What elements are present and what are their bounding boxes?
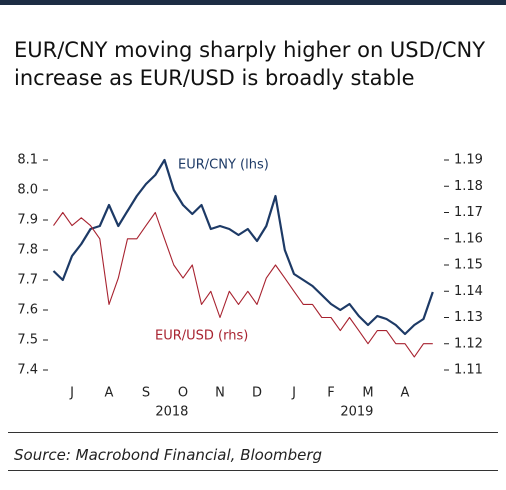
y-tick-label: 7.4 [17, 363, 38, 378]
y2-tick-label: 1.19 [454, 153, 483, 168]
y-tick-label: 7.5 [17, 333, 38, 348]
y2-tick-label: 1.18 [454, 179, 483, 194]
series-line [52, 158, 434, 336]
separator [8, 432, 498, 433]
y2-tick-label: 1.15 [454, 258, 483, 273]
x-tick-label: N [215, 386, 225, 401]
y-tick-label: 7.8 [17, 243, 38, 258]
x-tick-label: A [401, 386, 410, 401]
year-label: 2018 [155, 405, 188, 420]
y2-tick-label: 1.17 [454, 205, 483, 220]
y-tick-label: 7.7 [17, 273, 38, 288]
y-tick-label: 8.0 [17, 183, 38, 198]
y-tick-label: 7.9 [17, 213, 38, 228]
x-tick-label: J [291, 386, 296, 401]
x-tick-label: F [327, 386, 334, 401]
source: Source: Macrobond Financial, Bloomberg [14, 446, 323, 464]
y2-tick-label: 1.13 [454, 310, 483, 325]
y2-tick-label: 1.14 [454, 284, 483, 299]
x-tick-label: S [142, 386, 150, 401]
separator [8, 470, 498, 471]
year-label: 2019 [340, 405, 373, 420]
y2-tick-label: 1.12 [454, 336, 483, 351]
series-label: EUR/CNY (lhs) [178, 158, 269, 173]
chart: 7.4 7.5 7.6 7.7 7.8 7.9 8.0 8.1 1.11 1.12 1.13 1.14… [17, 153, 483, 420]
series-line [53, 211, 433, 358]
top-bar [0, 0, 506, 5]
x-tick-label: D [252, 386, 262, 401]
y-tick-label: 7.6 [17, 303, 38, 318]
y2-tick-label: 1.16 [454, 231, 483, 246]
series-label: EUR/USD (rhs) [155, 329, 248, 344]
x-tick-label: A [105, 386, 114, 401]
y2-tick-label: 1.11 [454, 363, 483, 378]
x-tick-label: J [69, 386, 74, 401]
x-tick-label: O [178, 386, 188, 401]
chart-title: EUR/CNY moving sharply higher on USD/CNY… [14, 38, 486, 90]
x-tick-label: M [362, 386, 373, 401]
y-tick-label: 8.1 [17, 153, 38, 168]
